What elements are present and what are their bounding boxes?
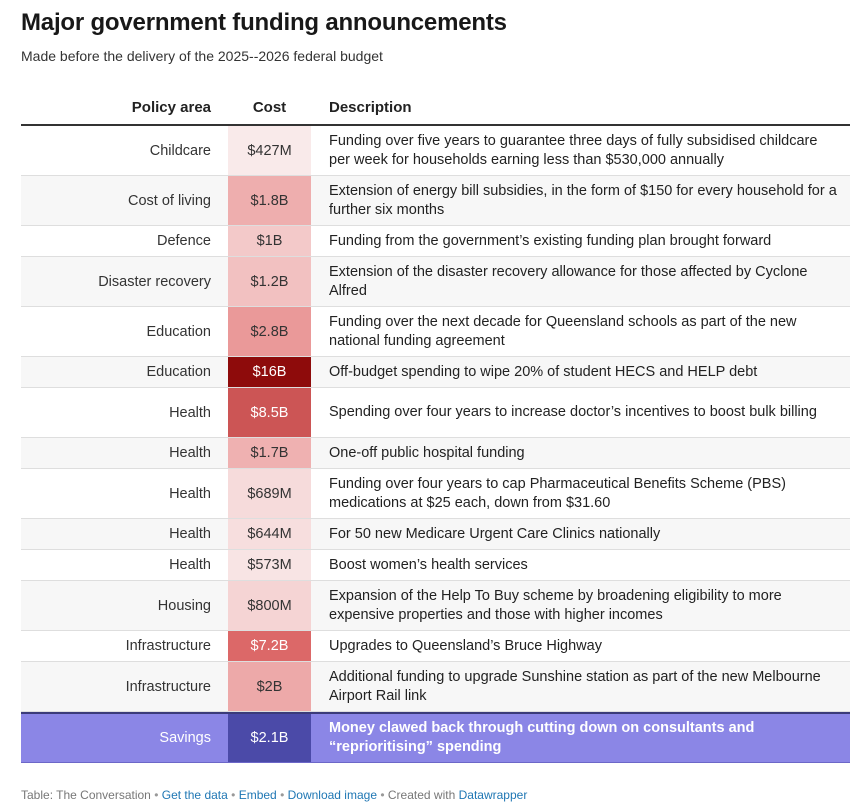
table-body: Childcare $427M Funding over five years to… — [21, 126, 850, 712]
savings-cost: $2.1B — [228, 714, 311, 762]
cost-cell: $1B — [228, 226, 311, 256]
cost-cell: $1.2B — [228, 257, 311, 306]
policy-area-cell: Disaster recovery — [98, 273, 211, 290]
description-cell: One-off public hospital funding — [329, 444, 525, 461]
description-cell: Off-budget spending to wipe 20% of stude… — [329, 363, 758, 380]
table-row: Health $573M Boost women’s health services — [21, 550, 850, 581]
table-row: Disaster recovery $1.2B Extension of the d… — [21, 257, 850, 307]
table-row: Health $644M For 50 new Medicare Urgent Ca… — [21, 519, 850, 550]
policy-area-cell: Health — [169, 404, 211, 421]
description-cell: Upgrades to Queensland’s Bruce Highway — [329, 637, 602, 654]
table-row: Defence $1B Funding from the government’s … — [21, 226, 850, 257]
policy-area-cell: Infrastructure — [125, 678, 211, 695]
policy-area-cell: Health — [169, 485, 211, 502]
description-cell: Funding over four years to cap Pharmaceu… — [329, 475, 786, 511]
description-cell: Funding from the government’s existing f… — [329, 232, 772, 249]
table-row: Housing $800M Expansion of the Help To Buy… — [21, 581, 850, 631]
table-row: Childcare $427M Funding over five years to… — [21, 126, 850, 176]
cost-cell: $16B — [228, 357, 311, 387]
description-cell: Funding over the next decade for Queensl… — [329, 313, 797, 349]
policy-area-cell: Housing — [157, 597, 211, 614]
policy-area-cell: Defence — [156, 233, 211, 249]
table-header: Policy area Cost Description — [21, 91, 850, 126]
created-with-text: Created with — [387, 788, 456, 802]
cost-cell: $2B — [228, 662, 311, 711]
footer: Table: The Conversation • Get the data •… — [21, 788, 528, 802]
policy-area-cell: Health — [169, 445, 211, 461]
download-image-link[interactable]: Download image — [287, 788, 377, 802]
cost-cell: $8.5B — [228, 388, 311, 437]
chart-title: Major government funding announcements — [21, 9, 507, 36]
table-row: Education $16B Off-budget spending to wipe… — [21, 357, 850, 388]
table-row: Education $2.8B Funding over the next deca… — [21, 307, 850, 357]
cost-cell: $2.8B — [228, 307, 311, 356]
table-row: Infrastructure $2B Additional funding to u… — [21, 662, 850, 712]
cost-cell: $7.2B — [228, 631, 311, 661]
cost-cell: $800M — [228, 581, 311, 630]
footer-source: Table: The Conversation — [21, 788, 151, 802]
description-cell: Funding over five years to guarantee thr… — [329, 132, 818, 168]
column-header-cost[interactable]: Cost — [252, 99, 287, 116]
savings-description: Money clawed back through cutting down o… — [329, 720, 755, 755]
cost-cell: $644M — [228, 519, 311, 549]
policy-area-cell: Cost of living — [127, 192, 211, 209]
description-cell: Additional funding to upgrade Sunshine s… — [329, 668, 821, 704]
policy-area-cell: Health — [169, 526, 211, 542]
column-header-policy-area[interactable]: Policy area — [131, 99, 211, 116]
embed-link[interactable]: Embed — [238, 788, 277, 802]
chart-subtitle: Made before the delivery of the 2025--20… — [21, 48, 383, 64]
description-cell: Extension of the disaster recovery allow… — [329, 263, 808, 299]
description-cell: Spending over four years to increase doc… — [329, 404, 817, 420]
datawrapper-link[interactable]: Datawrapper — [458, 788, 528, 802]
table-row: Health $1.7B One-off public hospital fundi… — [21, 438, 850, 469]
policy-area-cell: Health — [169, 557, 211, 573]
cost-cell: $573M — [228, 550, 311, 580]
policy-area-cell: Infrastructure — [125, 638, 211, 654]
funding-table: Policy area Cost Description Childcare $4… — [21, 91, 850, 763]
description-cell: Expansion of the Help To Buy scheme by b… — [329, 587, 782, 623]
savings-area: Savings — [159, 730, 211, 746]
description-cell: Boost women’s health services — [329, 556, 528, 573]
cost-cell: $1.8B — [228, 176, 311, 225]
policy-area-cell: Education — [146, 364, 212, 380]
description-cell: For 50 new Medicare Urgent Care Clinics … — [329, 525, 661, 542]
table-row: Infrastructure $7.2B Upgrades to Queenslan… — [21, 631, 850, 662]
cost-cell: $689M — [228, 469, 311, 518]
table-row: Health $689M Funding over four years to ca… — [21, 469, 850, 519]
policy-area-cell: Childcare — [149, 142, 211, 159]
get-data-link[interactable]: Get the data — [161, 788, 228, 802]
savings-row: Savings $2.1B Money clawed back through … — [21, 712, 850, 763]
cost-cell: $1.7B — [228, 438, 311, 468]
cost-cell: $427M — [228, 126, 311, 175]
table-row: Cost of living $1.8B Extension of energy b… — [21, 176, 850, 226]
policy-area-cell: Education — [146, 323, 212, 340]
table-row: Health $8.5B Spending over four years to i… — [21, 388, 850, 438]
description-cell: Extension of energy bill subsidies, in t… — [329, 182, 837, 218]
column-header-description[interactable]: Description — [329, 99, 412, 116]
